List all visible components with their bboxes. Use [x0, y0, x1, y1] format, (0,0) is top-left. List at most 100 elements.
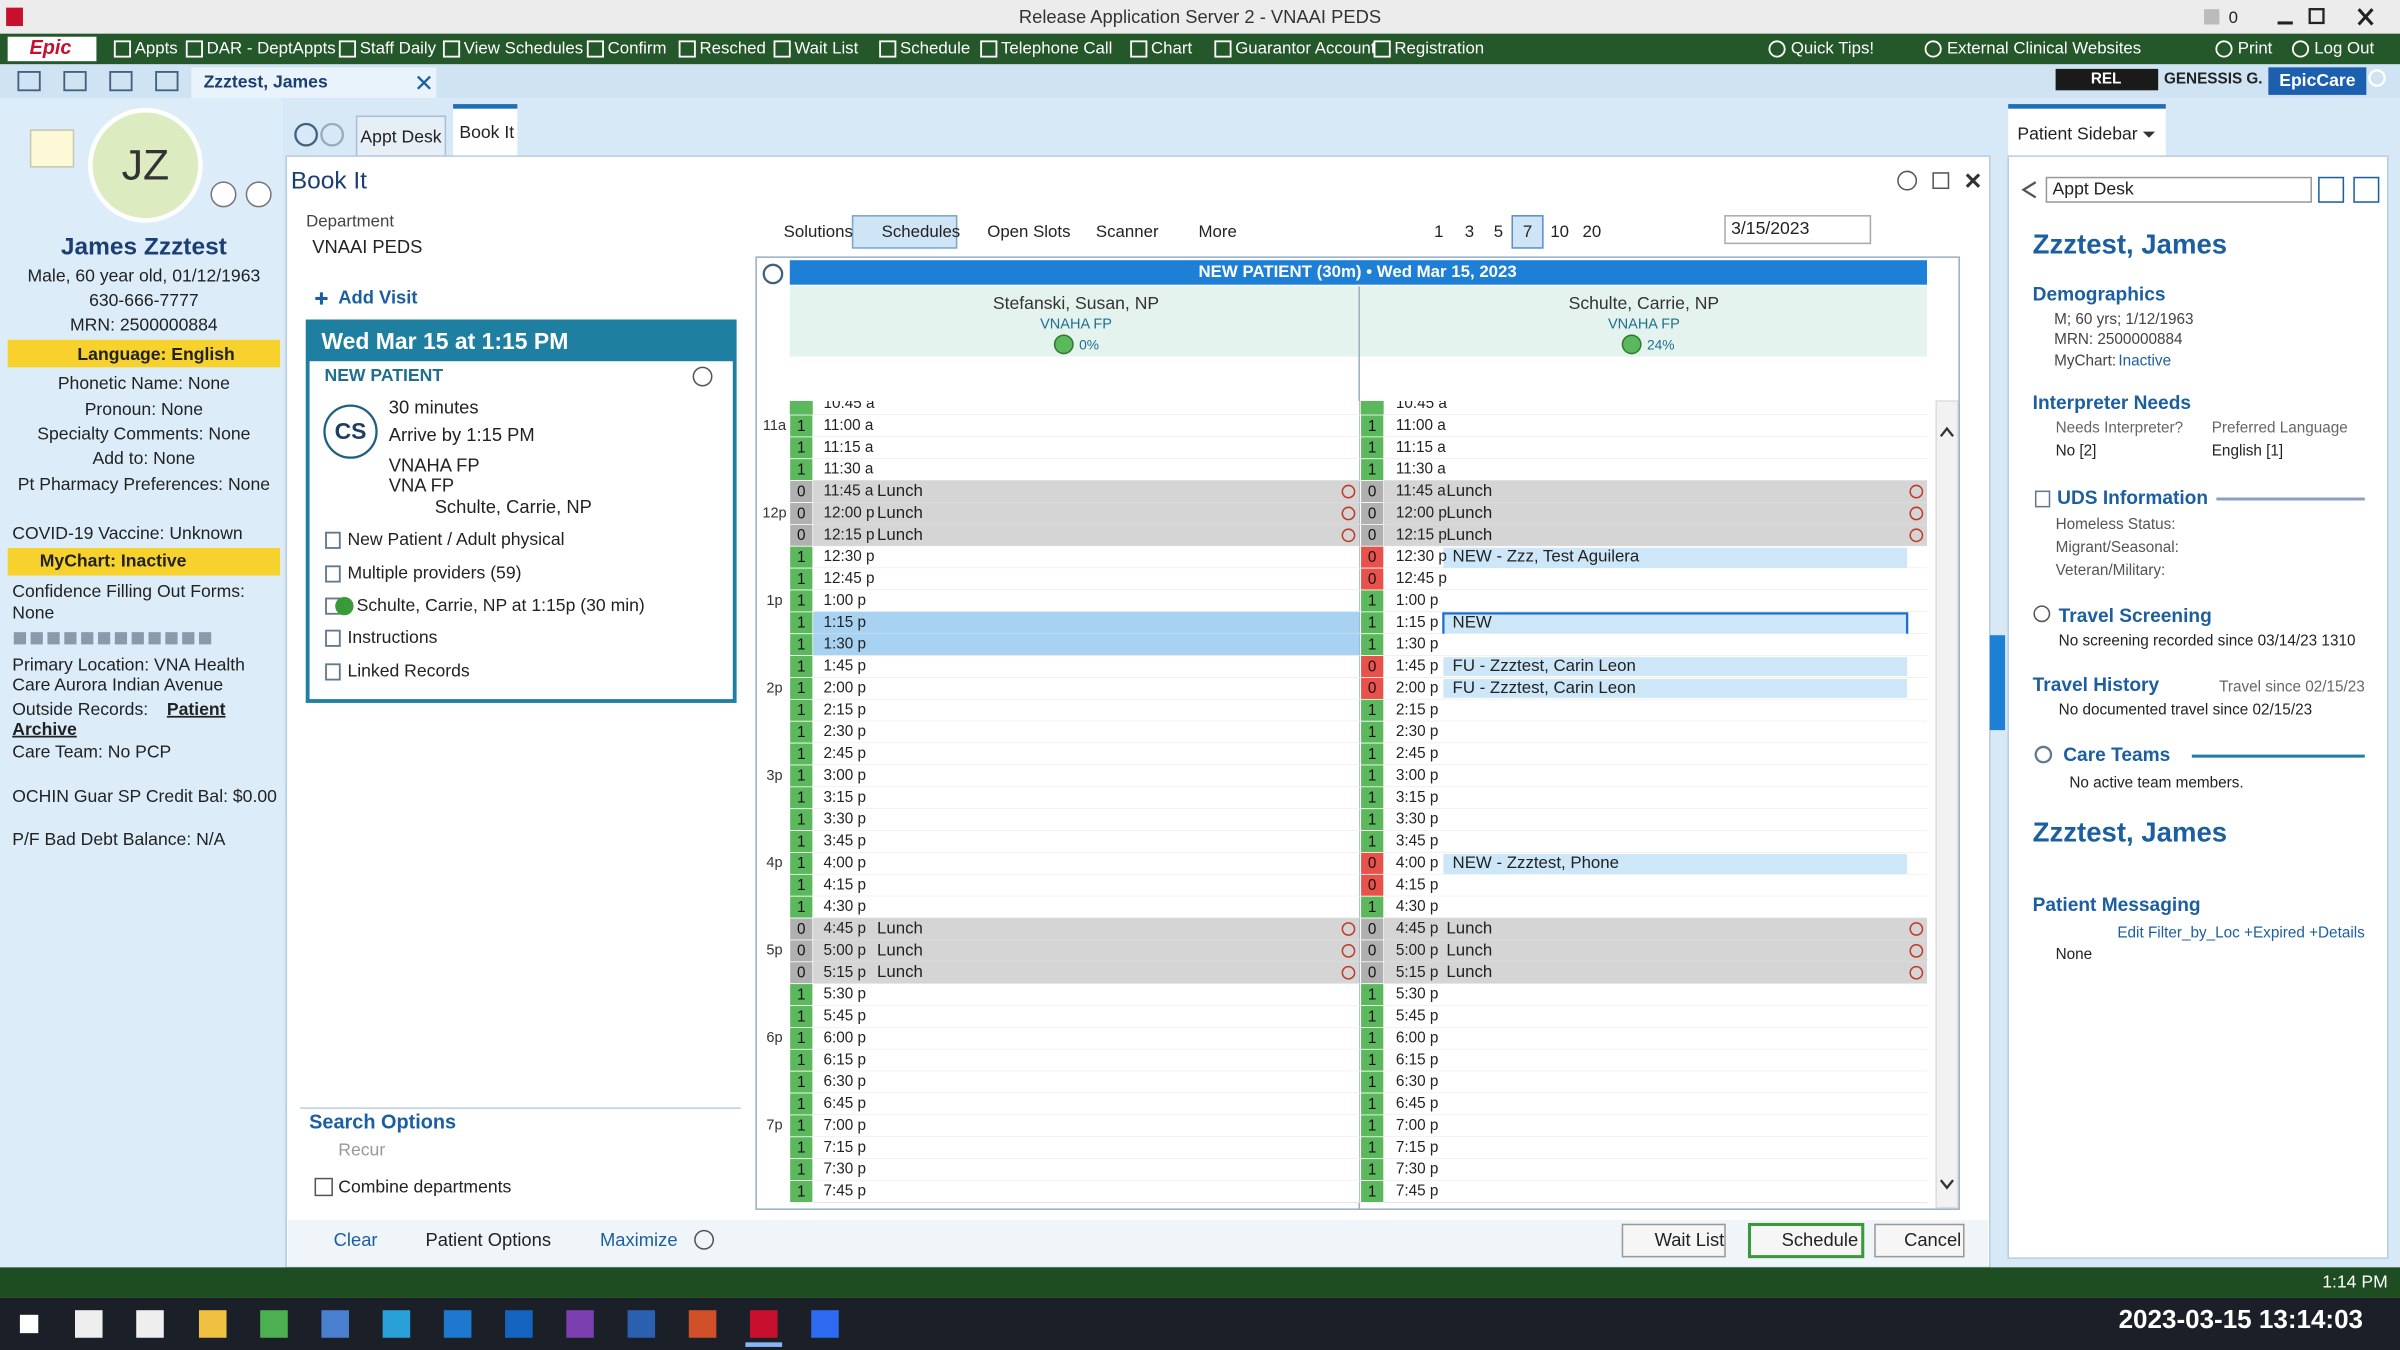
- slot-row[interactable]: [1382, 721, 1928, 744]
- sidebar-link[interactable]: Inactive: [2118, 352, 2171, 369]
- slot-row[interactable]: [1382, 1180, 1928, 1203]
- activity-tab[interactable]: Book It: [459, 122, 514, 142]
- toolbar-button[interactable]: Chart: [1151, 38, 1192, 57]
- slot-row[interactable]: [1382, 415, 1928, 437]
- toolbar-button[interactable]: Print: [2238, 38, 2273, 57]
- sidebar-section-title[interactable]: Travel Screening: [2059, 606, 2212, 627]
- toolbar-button[interactable]: Appts: [135, 38, 178, 57]
- slot-row[interactable]: [1382, 1049, 1928, 1072]
- schedule-tool[interactable]: Scanner: [1096, 222, 1159, 241]
- slot-row[interactable]: [1382, 699, 1928, 722]
- slot-row[interactable]: [1382, 393, 1928, 416]
- slot-row[interactable]: [1382, 502, 1928, 525]
- slot-row[interactable]: [1382, 1093, 1928, 1115]
- action-button[interactable]: [1874, 1223, 1965, 1258]
- day-option[interactable]: 10: [1550, 222, 1569, 241]
- activity-tab[interactable]: Appt Desk: [360, 126, 441, 146]
- slot-row[interactable]: [812, 677, 1360, 700]
- slot-row[interactable]: [1382, 1114, 1928, 1137]
- appointment[interactable]: [1443, 657, 1908, 676]
- slot-row[interactable]: [812, 1158, 1360, 1181]
- taskbar-app[interactable]: [566, 1310, 594, 1338]
- sidebar-link[interactable]: Edit Filter_by_Loc +Expired +Details: [2117, 925, 2365, 942]
- slot-row[interactable]: [812, 1114, 1360, 1137]
- slot-row[interactable]: [812, 721, 1360, 744]
- slot-row[interactable]: [812, 524, 1360, 547]
- sidebar-section-title[interactable]: Demographics: [2033, 284, 2166, 305]
- sidebar-tab-label[interactable]: Patient Sidebar: [2017, 123, 2137, 143]
- taskbar-app[interactable]: [321, 1310, 349, 1338]
- patient-tab-label[interactable]: Zzztest, James: [204, 71, 328, 91]
- taskbar-app[interactable]: [811, 1310, 839, 1338]
- slot-row[interactable]: [812, 568, 1360, 590]
- slot-row[interactable]: [1382, 1158, 1928, 1181]
- taskbar-app[interactable]: [75, 1310, 103, 1338]
- slot-row[interactable]: [812, 896, 1360, 919]
- schedule-tool[interactable]: Schedules: [882, 222, 961, 241]
- day-option[interactable]: 20: [1582, 222, 1601, 241]
- slot-row[interactable]: [812, 546, 1360, 569]
- taskbar-app[interactable]: [382, 1310, 411, 1338]
- slot-row[interactable]: [812, 1093, 1360, 1115]
- slot-row[interactable]: [1382, 743, 1928, 765]
- slot-row[interactable]: [1382, 436, 1928, 459]
- slot-row[interactable]: [1382, 458, 1928, 481]
- slot-row[interactable]: [812, 830, 1360, 853]
- taskbar-app[interactable]: [198, 1310, 227, 1338]
- slot-row[interactable]: [812, 699, 1360, 722]
- slot-row[interactable]: [812, 918, 1360, 940]
- appointment-label[interactable]: NEW - Zzztest, Phone: [1453, 853, 1619, 872]
- toolbar-button[interactable]: Registration: [1394, 38, 1484, 57]
- slot-row[interactable]: [812, 1071, 1360, 1094]
- maximize-button[interactable]: Maximize: [600, 1229, 678, 1250]
- slot-row[interactable]: [812, 436, 1360, 459]
- slot-row[interactable]: [1382, 524, 1928, 547]
- scroll-up[interactable]: [1939, 426, 1954, 437]
- appointment-label[interactable]: FU - Zzztest, Carin Leon: [1453, 678, 1636, 697]
- epic-logo[interactable]: Epic: [30, 37, 72, 59]
- slot-row[interactable]: [1382, 961, 1928, 984]
- slot-row[interactable]: [1382, 786, 1928, 809]
- slot-row[interactable]: [812, 1180, 1360, 1203]
- sidebar-toggle[interactable]: [1989, 635, 2006, 731]
- schedule-tool[interactable]: Open Slots: [987, 222, 1070, 241]
- checkbox[interactable]: [314, 1177, 333, 1197]
- toolbar-button[interactable]: View Schedules: [464, 38, 583, 57]
- toolbar-button[interactable]: Wait List: [794, 38, 858, 57]
- scroll-down[interactable]: [1939, 1179, 1954, 1190]
- appointment[interactable]: [1443, 679, 1908, 698]
- date-field[interactable]: 3/15/2023: [1731, 218, 1809, 238]
- slot-row[interactable]: [812, 961, 1360, 984]
- slot-row[interactable]: [812, 458, 1360, 481]
- slot-row[interactable]: [1382, 764, 1928, 787]
- slot-row[interactable]: [1382, 808, 1928, 831]
- add-visit[interactable]: Add Visit: [338, 286, 417, 307]
- slot-row[interactable]: [1382, 939, 1928, 962]
- slot-row[interactable]: [812, 502, 1360, 525]
- tab[interactable]: [355, 115, 447, 157]
- action-button-label[interactable]: Schedule: [1782, 1229, 1859, 1250]
- slot-row[interactable]: [812, 393, 1360, 416]
- slot-row[interactable]: [1382, 1005, 1928, 1028]
- day-option[interactable]: 5: [1494, 222, 1503, 241]
- slot-row[interactable]: [812, 764, 1360, 787]
- sidebar-section-title[interactable]: Care Teams: [2063, 745, 2170, 766]
- slot-row[interactable]: [1382, 568, 1928, 590]
- action-button-label[interactable]: Cancel: [1904, 1229, 1961, 1250]
- toolbar-button[interactable]: Log Out: [2314, 38, 2374, 57]
- slot-row[interactable]: [812, 589, 1360, 612]
- clear-button[interactable]: Clear: [334, 1229, 378, 1250]
- toolbar-button[interactable]: Schedule: [900, 38, 970, 57]
- taskbar-app[interactable]: [750, 1310, 778, 1338]
- start-button[interactable]: [19, 1314, 39, 1334]
- taskbar-app[interactable]: [136, 1310, 164, 1338]
- day-option[interactable]: 3: [1465, 222, 1474, 241]
- slot-row[interactable]: [1382, 589, 1928, 612]
- slot-row[interactable]: [1382, 874, 1928, 897]
- slot-row[interactable]: [1382, 1136, 1928, 1159]
- slot-row[interactable]: [1382, 983, 1928, 1006]
- slot-row[interactable]: [1382, 918, 1928, 940]
- toolbar-button[interactable]: Resched: [699, 38, 765, 57]
- slot-row[interactable]: [812, 611, 1360, 634]
- action-button[interactable]: [1747, 1222, 1865, 1259]
